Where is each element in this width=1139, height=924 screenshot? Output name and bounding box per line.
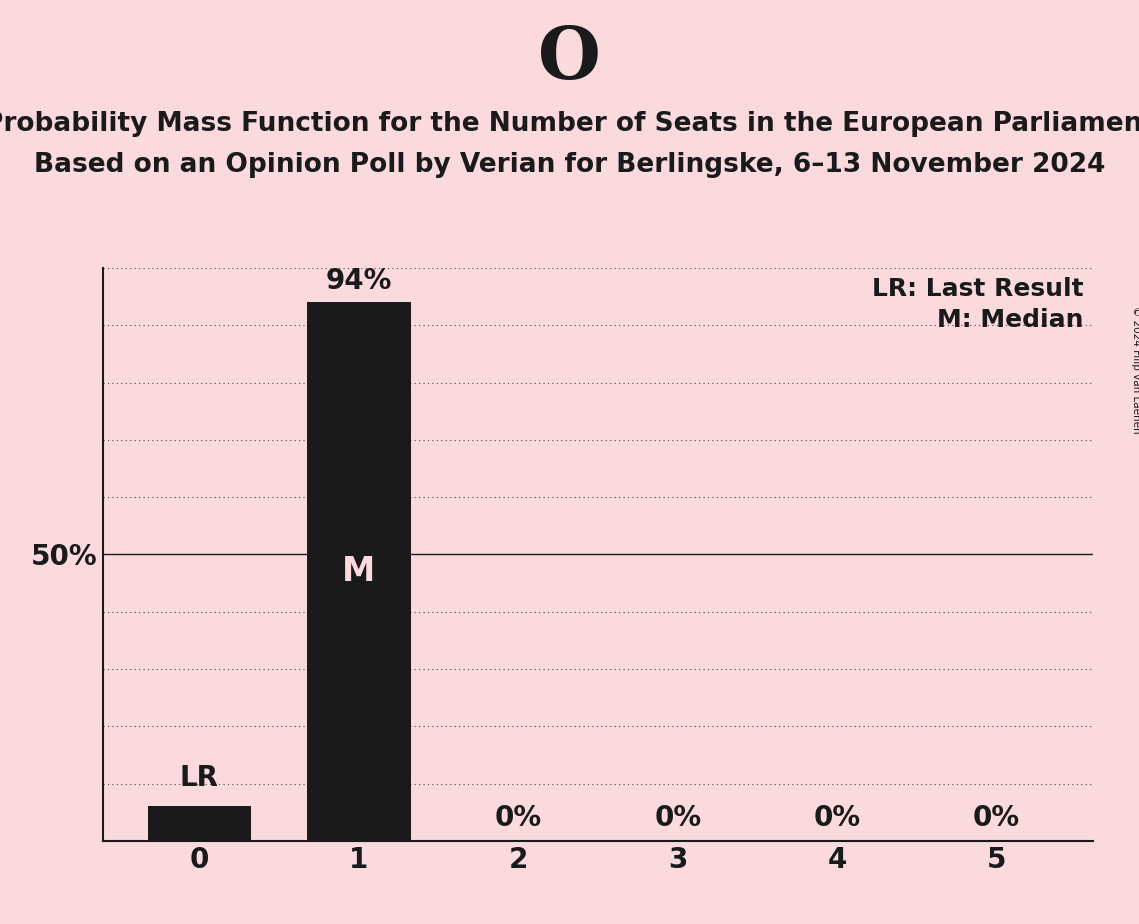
- Text: 0%: 0%: [494, 804, 542, 833]
- Text: O: O: [538, 23, 601, 94]
- Bar: [148, 807, 252, 841]
- Text: Probability Mass Function for the Number of Seats in the European Parliament: Probability Mass Function for the Number…: [0, 111, 1139, 137]
- Text: Based on an Opinion Poll by Verian for Berlingske, 6–13 November 2024: Based on an Opinion Poll by Verian for B…: [34, 152, 1105, 178]
- Text: © 2024 Filip van Laenen: © 2024 Filip van Laenen: [1131, 306, 1139, 433]
- Text: M: Median: M: Median: [937, 308, 1083, 332]
- Text: 94%: 94%: [326, 267, 392, 296]
- Text: M: M: [342, 555, 376, 588]
- Text: 0%: 0%: [813, 804, 861, 833]
- Text: LR: Last Result: LR: Last Result: [872, 276, 1083, 300]
- Text: LR: LR: [180, 764, 219, 792]
- Text: 6%: 6%: [175, 809, 223, 837]
- Text: 0%: 0%: [654, 804, 702, 833]
- Bar: [308, 302, 411, 841]
- Text: 0%: 0%: [973, 804, 1021, 833]
